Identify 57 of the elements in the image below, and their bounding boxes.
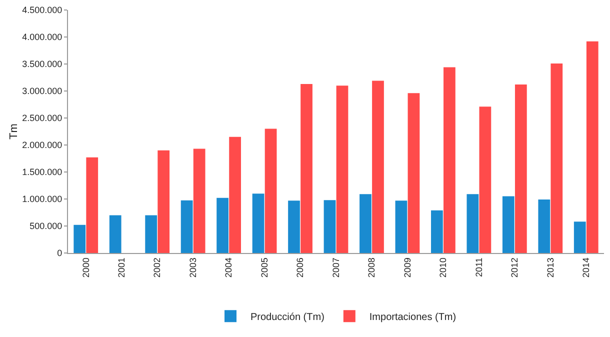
bar [466, 194, 479, 253]
bar [264, 128, 277, 253]
bar [479, 106, 492, 253]
x-tick-label: 2000 [80, 258, 91, 278]
x-tick-label: 2004 [224, 258, 234, 278]
x-tick-label: 2013 [545, 258, 556, 278]
bar [538, 200, 550, 253]
x-tick-label: 2012 [510, 258, 520, 278]
x-tick-label: 2007 [330, 258, 341, 278]
bar [550, 63, 563, 253]
legend-label: Producción (Tm) [250, 312, 324, 323]
bar [408, 93, 420, 253]
bar [372, 80, 384, 253]
bar [86, 157, 98, 253]
bar [431, 210, 443, 253]
y-tick-label: 1.500.000 [22, 167, 62, 178]
y-tick-label: 3.000.000 [22, 86, 62, 96]
x-tick-label: 2003 [188, 258, 198, 278]
bar [193, 148, 206, 253]
bar [514, 84, 527, 253]
bar [574, 222, 586, 253]
y-tick-label: 4.000.000 [22, 32, 62, 42]
bar [586, 41, 598, 253]
bar [180, 200, 193, 253]
x-tick-label: 2009 [402, 258, 412, 278]
x-tick-label: 2002 [152, 258, 162, 278]
y-tick-label: 1.000.000 [22, 194, 62, 204]
x-tick-label: 2010 [438, 258, 448, 278]
y-tick-label: 2.500.000 [22, 113, 62, 124]
bar [158, 150, 170, 253]
bar [74, 224, 86, 253]
y-tick-label: 4.500.000 [22, 5, 62, 16]
bar [300, 84, 312, 253]
legend-label: Importaciones (Tm) [369, 312, 456, 323]
x-tick-label: 2014 [581, 258, 592, 278]
x-tick-label: 2011 [474, 258, 484, 277]
bar [109, 215, 122, 253]
bar [252, 194, 264, 253]
y-tick-label: 500.000 [30, 221, 62, 232]
bar [444, 67, 456, 253]
y-tick-label: 0 [57, 248, 62, 258]
bar [145, 215, 158, 253]
y-axis-title: Tm [8, 124, 20, 140]
bar [288, 200, 300, 253]
bar [229, 136, 241, 253]
bar [502, 196, 514, 253]
x-tick-label: 2006 [295, 258, 306, 278]
bar [360, 194, 372, 253]
x-tick-label: 2001 [116, 258, 127, 278]
y-tick-label: 3.500.000 [22, 59, 62, 70]
y-tick-label: 2.000.000 [22, 140, 62, 150]
x-tick-label: 2008 [366, 258, 377, 278]
bar [324, 200, 336, 253]
bar [216, 198, 228, 253]
bar [336, 86, 348, 253]
bar [395, 200, 408, 253]
x-tick-label: 2005 [259, 258, 270, 278]
